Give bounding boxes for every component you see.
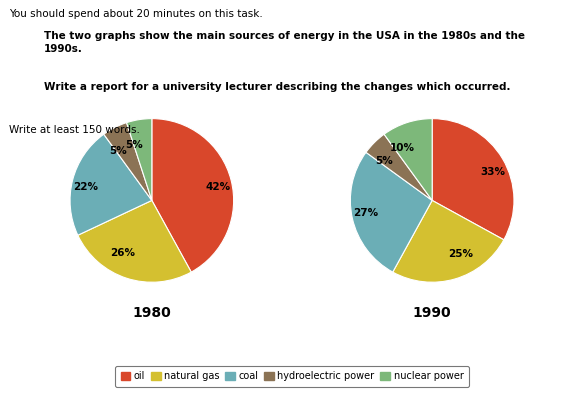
Wedge shape	[104, 123, 152, 200]
Wedge shape	[384, 119, 432, 200]
Wedge shape	[350, 152, 432, 272]
Wedge shape	[78, 200, 191, 282]
Text: 1990: 1990	[413, 306, 451, 320]
Text: 1980: 1980	[133, 306, 171, 320]
Text: 26%: 26%	[110, 248, 135, 258]
Text: 27%: 27%	[353, 207, 378, 218]
Wedge shape	[366, 134, 432, 200]
Legend: oil, natural gas, coal, hydroelectric power, nuclear power: oil, natural gas, coal, hydroelectric po…	[115, 366, 469, 387]
Wedge shape	[152, 119, 234, 272]
Wedge shape	[127, 119, 152, 200]
Text: 33%: 33%	[480, 167, 505, 177]
Wedge shape	[70, 134, 152, 235]
Text: 5%: 5%	[375, 156, 393, 166]
Wedge shape	[393, 200, 504, 282]
Text: 10%: 10%	[390, 142, 415, 153]
Text: The two graphs show the main sources of energy in the USA in the 1980s and the
1: The two graphs show the main sources of …	[44, 31, 525, 54]
Wedge shape	[432, 119, 514, 240]
Text: 5%: 5%	[109, 146, 127, 156]
Text: Write at least 150 words.: Write at least 150 words.	[9, 125, 140, 135]
Text: You should spend about 20 minutes on this task.: You should spend about 20 minutes on thi…	[9, 9, 263, 19]
Text: 25%: 25%	[448, 249, 472, 259]
Text: 5%: 5%	[126, 140, 143, 151]
Text: Write a report for a university lecturer describing the changes which occurred.: Write a report for a university lecturer…	[44, 82, 510, 92]
Text: 22%: 22%	[73, 182, 98, 191]
Text: 42%: 42%	[206, 182, 231, 191]
